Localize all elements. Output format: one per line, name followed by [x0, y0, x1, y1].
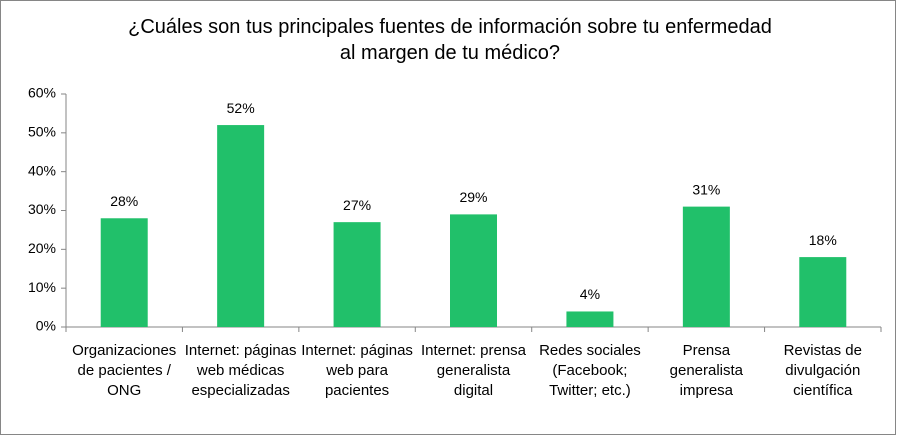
value-label: 31%	[692, 181, 720, 197]
y-tick-label: 60%	[28, 85, 56, 101]
value-label: 28%	[110, 193, 138, 209]
bar	[333, 222, 381, 327]
y-tick-label: 20%	[28, 240, 56, 256]
chart-title: ¿Cuáles son tus principales fuentes de i…	[128, 16, 772, 64]
bar	[682, 206, 730, 327]
value-label: 18%	[809, 232, 837, 248]
value-label: 52%	[227, 100, 255, 116]
y-tick-label: 40%	[28, 162, 56, 178]
x-tick-label: Revistas de divulgación científica	[783, 342, 862, 399]
bar	[799, 257, 847, 327]
y-tick-label: 10%	[28, 279, 56, 295]
x-tick-label: Redes sociales (Facebook; Twitter; etc.)	[539, 342, 641, 399]
x-tick-label: Prensa generalista impresa	[669, 342, 744, 399]
y-tick-label: 30%	[28, 201, 56, 217]
bar	[100, 218, 148, 327]
value-label: 29%	[459, 189, 487, 205]
x-tick-label: Internet: prensa generalista digital	[420, 342, 527, 399]
value-label: 4%	[580, 286, 600, 302]
bar	[450, 214, 497, 327]
value-label: 27%	[343, 197, 371, 213]
x-tick-label: Internet: páginas web para pacientes	[301, 342, 413, 399]
y-tick-label: 50%	[28, 124, 56, 140]
x-tick-label: Organizaciones de pacientes / ONG	[72, 342, 177, 399]
bar	[566, 311, 614, 327]
y-tick-label: 0%	[36, 318, 56, 334]
x-tick-label: Internet: páginas web médicas especializ…	[184, 342, 297, 399]
bar	[217, 125, 265, 327]
